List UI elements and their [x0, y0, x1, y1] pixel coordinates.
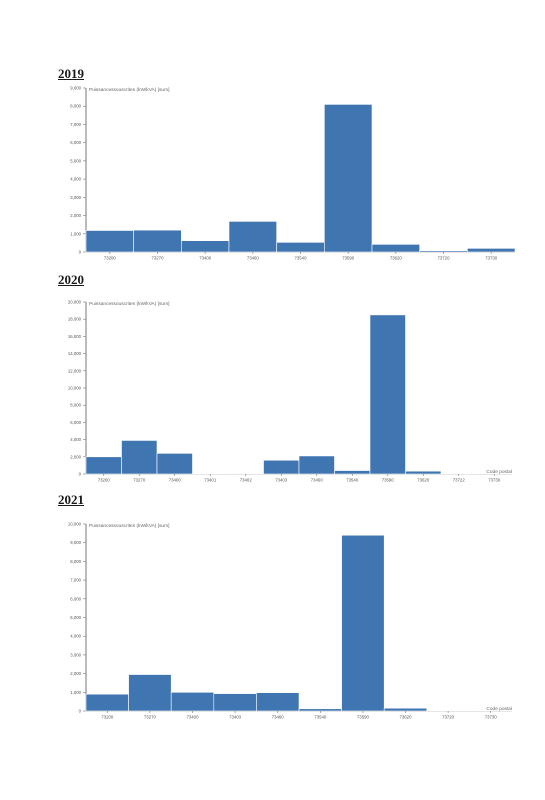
- x-tick-label: 73403: [275, 478, 288, 483]
- x-tick-label: 73460: [272, 715, 285, 720]
- bar-73200: [85, 693, 129, 712]
- x-tick-label: 73590: [357, 715, 370, 720]
- x-tick-label: 73540: [346, 478, 359, 483]
- x-tick-label: 73722: [453, 478, 466, 483]
- bar-73590: [341, 534, 385, 712]
- x-tick-label: 73730: [485, 715, 498, 720]
- bar-73200: [85, 456, 122, 475]
- x-tick-label: 73720: [442, 715, 455, 720]
- x-tick-label: 73730: [485, 256, 498, 261]
- x-tick-label: 73400: [187, 715, 200, 720]
- bar-73540: [334, 470, 371, 475]
- bar-73620: [371, 244, 420, 253]
- x-tick-label: 73720: [438, 256, 451, 261]
- y-tick-label: 20,000: [68, 300, 82, 305]
- bar-73400: [156, 453, 193, 475]
- x-tick-label: 73400: [199, 256, 212, 261]
- bar-73730: [467, 248, 516, 253]
- y-tick-label: 10,000: [68, 386, 82, 391]
- x-tick-label: 73620: [417, 478, 430, 483]
- bar-73270: [121, 440, 158, 475]
- bar-73460: [298, 455, 335, 475]
- x-tick-label: 73270: [133, 478, 146, 483]
- bar-73540: [298, 708, 342, 712]
- bar-73620: [383, 707, 428, 712]
- y-tick-label: 10,000: [68, 522, 82, 527]
- y-tick-label: 3,000: [70, 195, 81, 200]
- y-tick-label: 0: [79, 472, 82, 477]
- y-axis-title: Puissancessouscrites (kW/kVA) [sum]: [89, 301, 169, 307]
- y-tick-label: 6,000: [70, 420, 81, 425]
- bar-chart-2021: 0 1,000 2,000 3,000 4,000 5,000 6,000 7,000 8,00…: [68, 522, 513, 720]
- y-tick-label: 16,000: [68, 334, 82, 339]
- bar-73590: [324, 104, 373, 253]
- x-tick-label: 73402: [240, 478, 253, 483]
- y-tick-label: 7,000: [70, 578, 81, 583]
- x-tick-label: 73620: [390, 256, 403, 261]
- bar-73200: [85, 230, 134, 253]
- bar-73270: [128, 674, 172, 712]
- y-tick-label: 5,000: [70, 615, 81, 620]
- x-tick-label: 73730: [488, 478, 501, 483]
- y-tick-label: 2,000: [70, 213, 81, 218]
- x-tick-label: 73200: [98, 478, 111, 483]
- x-tick-label: 73403: [229, 715, 242, 720]
- bar-73460: [228, 221, 277, 253]
- bar-73590: [369, 314, 406, 475]
- x-tick-label: 73590: [342, 256, 355, 261]
- y-tick-label: 9,000: [70, 86, 81, 91]
- y-tick-label: 8,000: [70, 403, 81, 408]
- bar-chart-2019: 0 1,000 2,000 3,000 4,000 5,000 6,000 7,000 8,00…: [70, 86, 516, 261]
- x-tick-label: 73460: [247, 256, 260, 261]
- y-tick-label: 0: [79, 250, 82, 255]
- x-tick-label: 73540: [295, 256, 308, 261]
- y-tick-label: 18,000: [68, 317, 82, 322]
- bar-73460: [256, 692, 300, 712]
- y-tick-label: 5,000: [70, 158, 81, 163]
- bar-73403: [213, 693, 257, 712]
- x-axis-title: Code postal: [486, 706, 512, 712]
- y-tick-label: 2,000: [70, 671, 81, 676]
- x-tick-label: 73590: [382, 478, 395, 483]
- bar-73620: [405, 470, 442, 475]
- y-tick-label: 8,000: [70, 559, 81, 564]
- year-heading-2021: 2021: [58, 492, 84, 507]
- x-tick-label: 73200: [101, 715, 114, 720]
- y-tick-label: 4,000: [70, 634, 81, 639]
- y-tick-label: 4,000: [70, 177, 81, 182]
- y-tick-label: 1,000: [70, 690, 81, 695]
- x-tick-label: 73200: [104, 256, 117, 261]
- y-tick-label: 6,000: [70, 140, 81, 145]
- bar-73270: [133, 229, 182, 253]
- year-heading-2019: 2019: [58, 66, 84, 81]
- y-axis-title: Puissancessouscrites (kW/kVA) [sum]: [89, 523, 169, 529]
- x-tick-label: 73620: [400, 715, 413, 720]
- y-tick-label: 2,000: [70, 454, 81, 459]
- y-tick-label: 12,000: [68, 368, 82, 373]
- x-tick-label: 73540: [314, 715, 327, 720]
- y-tick-label: 1,000: [70, 231, 81, 236]
- x-tick-label: 73401: [204, 478, 217, 483]
- bar-73403: [263, 459, 300, 475]
- x-tick-label: 73400: [169, 478, 182, 483]
- y-axis-title: Puissancessouscrites (kW/kVA) [sum]: [89, 87, 169, 93]
- bar-chart-2020: 0 2,000 4,000 6,000 8,000 10,000 12,000 14,000 1…: [68, 300, 513, 483]
- x-axis-title: Code postal: [486, 469, 512, 475]
- bar-73400: [181, 240, 230, 253]
- y-tick-label: 7,000: [70, 122, 81, 127]
- y-tick-label: 3,000: [70, 652, 81, 657]
- y-tick-label: 0: [79, 709, 82, 714]
- y-tick-label: 9,000: [70, 540, 81, 545]
- y-tick-label: 8,000: [70, 104, 81, 109]
- x-tick-label: 73270: [144, 715, 157, 720]
- y-tick-label: 6,000: [70, 596, 81, 601]
- bar-73540: [276, 242, 325, 253]
- x-tick-label: 73270: [152, 256, 165, 261]
- bar-73720: [419, 250, 468, 253]
- bar-73400: [170, 692, 215, 712]
- year-heading-2020: 2020: [58, 272, 84, 287]
- y-tick-label: 4,000: [70, 437, 81, 442]
- x-tick-label: 73460: [311, 478, 324, 483]
- y-tick-label: 14,000: [68, 351, 82, 356]
